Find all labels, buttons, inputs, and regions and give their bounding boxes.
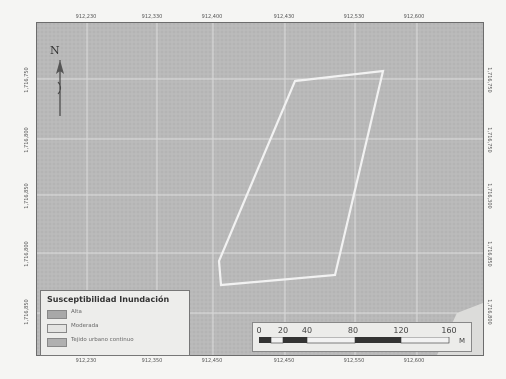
scale-tick-0: 0: [256, 326, 262, 335]
x-label-bottom-4: 912,450: [273, 358, 295, 364]
legend-label-alta: Alta: [71, 309, 82, 315]
legend-label-moderada: Moderada: [71, 323, 99, 329]
north-arrow: N: [50, 44, 70, 124]
y-label-right-1: 1,716,750: [486, 67, 492, 93]
scale-tick-120: 120: [393, 326, 409, 335]
y-label-left-3: 1,716,850: [24, 183, 30, 209]
x-label-top-1: 912,230: [75, 14, 97, 20]
legend-swatch-alta: [47, 310, 67, 319]
scale-tick-160: 160: [441, 326, 457, 335]
x-label-top-5: 912,530: [343, 14, 365, 20]
x-label-bottom-1: 912,230: [75, 358, 97, 364]
x-label-top-4: 912,430: [273, 14, 295, 20]
study-area-polygon: [217, 69, 385, 287]
y-label-left-2: 1,716,800: [24, 127, 30, 153]
x-label-top-6: 912,600: [403, 14, 425, 20]
legend-swatch-urbano: [47, 338, 67, 347]
x-label-bottom-6: 912,600: [403, 358, 425, 364]
y-label-right-2: 1,716,750: [486, 127, 492, 153]
legend-title: Susceptibilidad Inundación: [47, 295, 170, 304]
scale-bar-graphic: [259, 337, 450, 344]
x-label-top-3: 912,400: [201, 14, 223, 20]
legend-label-urbano: Tejido urbano continuo: [71, 337, 134, 343]
scale-unit: M: [458, 337, 465, 345]
legend-swatch-moderada: [47, 324, 67, 333]
map-legend: Susceptibilidad Inundación Alta Moderada…: [40, 290, 190, 356]
scale-tick-40: 40: [301, 326, 313, 335]
scale-tick-20: 20: [277, 326, 289, 335]
x-label-bottom-3: 912,450: [201, 358, 223, 364]
north-letter: N: [50, 44, 60, 57]
y-label-left-4: 1,716,800: [24, 241, 30, 267]
scale-tick-80: 80: [347, 326, 359, 335]
y-label-left-1: 1,716,750: [24, 67, 30, 93]
x-label-bottom-5: 912,550: [343, 358, 365, 364]
x-label-bottom-2: 912,350: [141, 358, 163, 364]
y-label-right-4: 1,716,850: [486, 241, 492, 267]
x-label-top-2: 912,330: [141, 14, 163, 20]
scale-bar: 0 20 40 80 120 160 M: [252, 322, 472, 352]
y-label-right-5: 1,716,800: [486, 299, 492, 325]
north-arrow-icon: [56, 60, 64, 116]
y-label-right-3: 1,716,300: [486, 183, 492, 209]
y-label-left-5: 1,716,850: [24, 299, 30, 325]
